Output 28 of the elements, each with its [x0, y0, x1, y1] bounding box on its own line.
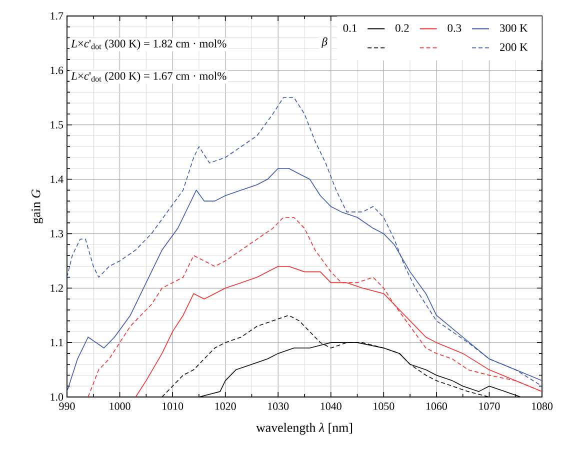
x-tick-label: 1000 [110, 402, 130, 410]
x-tick-label: 1050 [374, 402, 394, 410]
legend-label: 0.2 [396, 24, 409, 32]
y-tick-label: 1.2 [50, 284, 63, 292]
x-tick-label: 990 [59, 402, 75, 410]
y-tick-label: 1.7 [50, 12, 64, 20]
annotation: L×c'$_{dot}$ (300 K) = 1.82 cm · mol% [70, 39, 226, 50]
y-tick-label: 1.6 [50, 66, 64, 74]
x-tick-label: 1080 [532, 402, 553, 410]
annotation: L×c'$_{dot}$ (200 K) = 1.67 cm · mol% [70, 72, 226, 82]
x-tick-label: 1060 [426, 402, 447, 410]
x-tick-label: 1040 [320, 402, 342, 410]
y-tick-label: 1.3 [50, 230, 64, 238]
legend-label: 0.1 [343, 24, 356, 32]
x-axis-title: wavelength λ [nm] [256, 422, 352, 435]
y-tick-label: 1.4 [50, 176, 64, 183]
y-axis-title: gain G [32, 189, 43, 224]
x-tick-label: 1030 [268, 402, 289, 410]
y-tick-label: 1.1 [50, 338, 63, 346]
x-tick-label: 1070 [479, 402, 500, 410]
annotation: 200 K [500, 43, 528, 52]
legend-title: β [322, 37, 328, 48]
annotation: 300 K [500, 24, 528, 32]
legend-label: 0.3 [448, 24, 462, 32]
y-tick-label: 1.5 [50, 121, 64, 129]
x-tick-label: 1010 [162, 402, 184, 410]
y-tick-label: 1.0 [50, 393, 64, 401]
x-tick-label: 1020 [215, 402, 236, 410]
